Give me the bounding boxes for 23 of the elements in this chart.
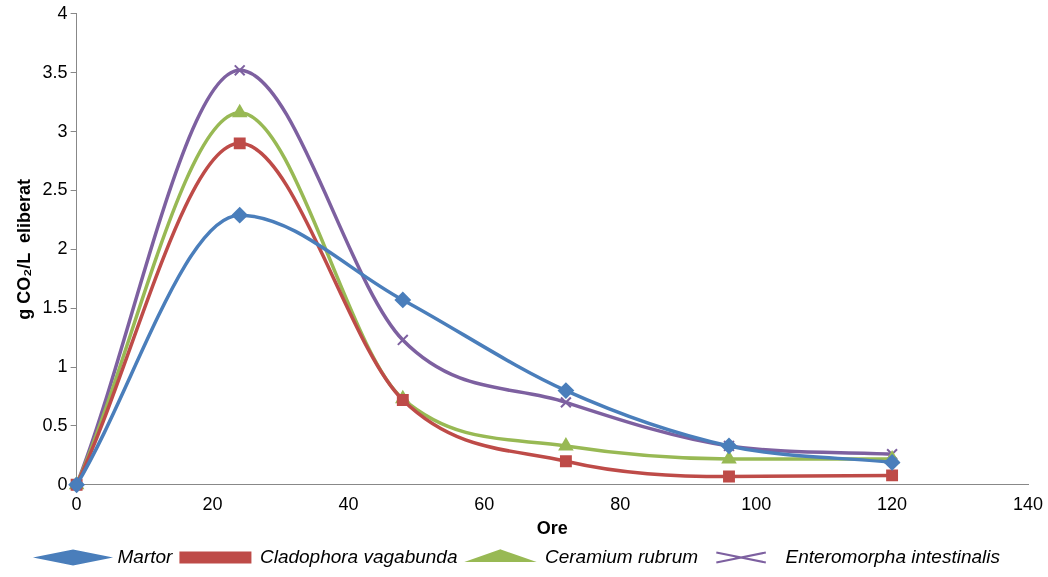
y-axis-title: g CO₂/L eliberat xyxy=(13,178,34,320)
x-tick-label: 80 xyxy=(610,493,631,514)
x-tick-label: 60 xyxy=(474,493,495,514)
x-tick-label: 20 xyxy=(202,493,223,514)
x-tick-label: 140 xyxy=(1012,493,1044,514)
legend-label: Cladophora vagabunda xyxy=(259,545,458,567)
x-tick-label: 40 xyxy=(338,493,359,514)
legend-label: Ceramium rubrum xyxy=(544,545,699,567)
legend-label: Martor xyxy=(117,545,174,567)
x-axis-title: Ore xyxy=(536,518,568,539)
y-tick-label: 3.5 xyxy=(42,61,68,82)
y-tick-label: 2 xyxy=(57,238,68,259)
y-tick-label: 1.5 xyxy=(42,297,68,318)
y-tick-label: 0.5 xyxy=(42,414,68,435)
y-tick-label: 1 xyxy=(57,356,68,377)
y-tick-label: 0 xyxy=(57,473,68,494)
x-tick-label: 100 xyxy=(741,493,772,514)
y-tick-label: 3 xyxy=(57,120,68,141)
legend-label: Enteromorpha intestinalis xyxy=(785,545,1001,567)
y-tick-label: 4 xyxy=(57,2,68,23)
x-tick-label: 0 xyxy=(71,493,82,514)
x-tick-label: 120 xyxy=(877,493,908,514)
y-tick-label: 2.5 xyxy=(42,179,68,200)
